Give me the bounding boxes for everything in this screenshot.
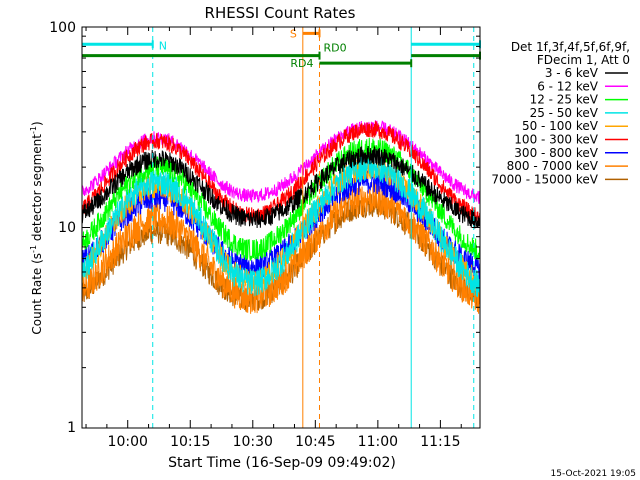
legend-label-5: 100 - 300 keV: [514, 133, 598, 147]
series-layer: [81, 120, 481, 314]
y-tick-label-10: 10: [58, 220, 76, 236]
y-axis-label: Count Rate (s-1 detector segment-1): [29, 121, 44, 334]
y-tick-label-100: 100: [49, 20, 76, 36]
legend-label-2: 12 - 25 keV: [530, 93, 599, 107]
flag-label-s: S: [290, 27, 297, 40]
x-tick-label-0: 10:00: [108, 434, 148, 450]
flag-label-n: N: [159, 39, 167, 52]
axis-layer: 10:00 10:15 10:30 10:45 11:00 11:15: [82, 26, 480, 450]
legend-label-7: 800 - 7000 keV: [507, 159, 599, 173]
x-tick-label-1: 10:15: [170, 434, 210, 450]
legend-label-3: 25 - 50 keV: [530, 106, 599, 120]
series-line-7: [81, 121, 481, 226]
legend-label-8: 7000 - 15000 keV: [491, 172, 598, 186]
x-tick-label-3: 10:45: [295, 434, 335, 450]
flag-label-rd0: RD0: [323, 42, 346, 55]
x-tick-label-4: 11:00: [358, 434, 398, 450]
generation-timestamp: 15-Oct-2021 19:05: [551, 469, 636, 479]
y-tick-label-1: 1: [67, 420, 76, 436]
x-axis-label: Start Time (16-Sep-09 09:49:02): [168, 455, 396, 471]
legend-header-line1: Det 1f,3f,4f,5f,6f,9f,: [511, 40, 630, 54]
legend-label-1: 6 - 12 keV: [537, 79, 599, 93]
chart-title: RHESSI Count Rates: [205, 4, 356, 22]
x-tick-label-5: 11:15: [420, 434, 460, 450]
flag-layer: N S RD0 RD4: [82, 27, 481, 70]
legend-label-6: 300 - 800 keV: [514, 146, 598, 160]
x-tick-label-2: 10:30: [233, 434, 273, 450]
legend-label-0: 3 - 6 keV: [545, 66, 599, 80]
flag-label-rd4: RD4: [290, 57, 313, 70]
legend-header-line2: FDecim 1, Att 0: [537, 53, 630, 67]
series-line-8: [81, 145, 481, 229]
legend-label-4: 50 - 100 keV: [522, 119, 599, 133]
